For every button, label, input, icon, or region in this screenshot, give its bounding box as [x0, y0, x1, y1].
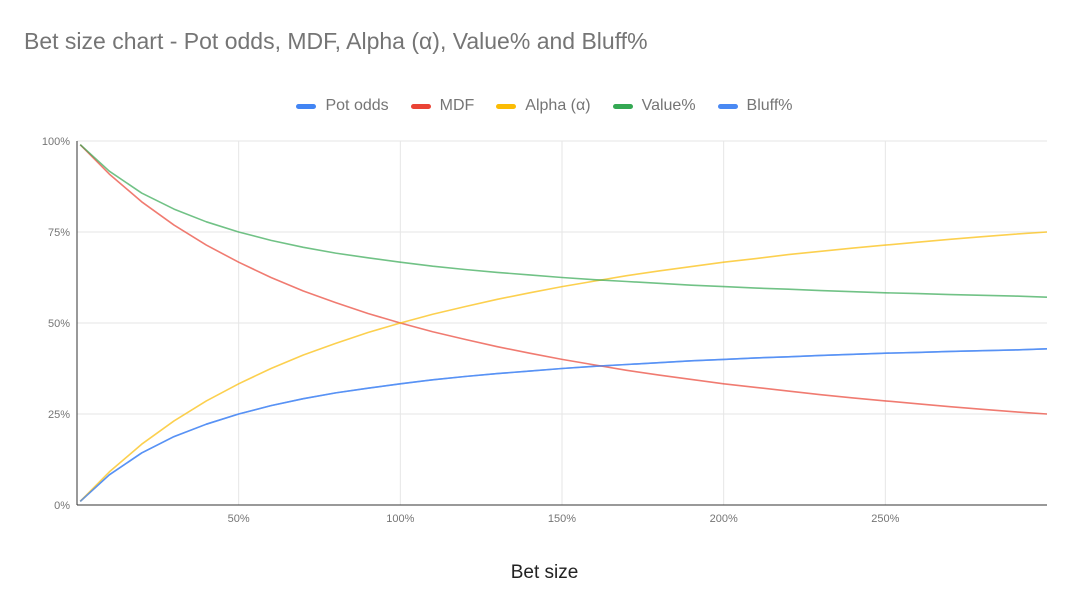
x-axis-title: Bet size [510, 562, 579, 583]
legend-label: MDF [439, 97, 475, 114]
series-line-value [79, 144, 1048, 298]
legend-swatch [496, 103, 517, 109]
series-line-alpha [79, 231, 1048, 502]
x-tick-label: 250% [871, 513, 899, 525]
legend-swatch [296, 103, 317, 109]
series-layer [79, 144, 1048, 502]
series-line-bluff [79, 348, 1048, 502]
x-tick-label: 100% [386, 513, 414, 525]
y-tick-label: 100% [42, 136, 70, 148]
gridlines [77, 140, 1047, 505]
y-tick-label: 0% [54, 500, 70, 512]
y-tick-label: 75% [48, 227, 70, 239]
x-tick-label: 50% [228, 513, 250, 525]
legend-item-bluff[interactable]: Bluff% [717, 97, 793, 115]
y-tick-label: 25% [48, 409, 70, 421]
chart-title: Bet size chart - Pot odds, MDF, Alpha (α… [24, 28, 648, 54]
legend-label: Bluff% [746, 97, 793, 114]
legend-item-pot-odds[interactable]: Pot odds [296, 97, 389, 115]
legend-swatch [410, 103, 431, 109]
legend-swatch [612, 103, 633, 109]
legend-item-mdf[interactable]: MDF [410, 97, 475, 115]
x-tick-label: 150% [548, 513, 576, 525]
legend-item-value[interactable]: Value% [612, 97, 696, 115]
x-tick-label: 200% [710, 513, 738, 525]
y-tick-label: 50% [48, 318, 70, 330]
series-line-mdf [79, 144, 1048, 415]
axes: 0% 25% 50% 75% 100% 50% 100% 150% 200% 250% [42, 136, 1047, 525]
legend-swatch [717, 103, 738, 109]
legend-label: Alpha (α) [525, 97, 591, 114]
series-line-pot-odds [79, 348, 1048, 502]
legend-label: Pot odds [325, 97, 389, 114]
legend: Pot odds MDF Alpha (α) Value% Bluff% [0, 95, 1089, 117]
legend-item-alpha[interactable]: Alpha (α) [496, 97, 591, 115]
legend-label: Value% [641, 97, 696, 114]
